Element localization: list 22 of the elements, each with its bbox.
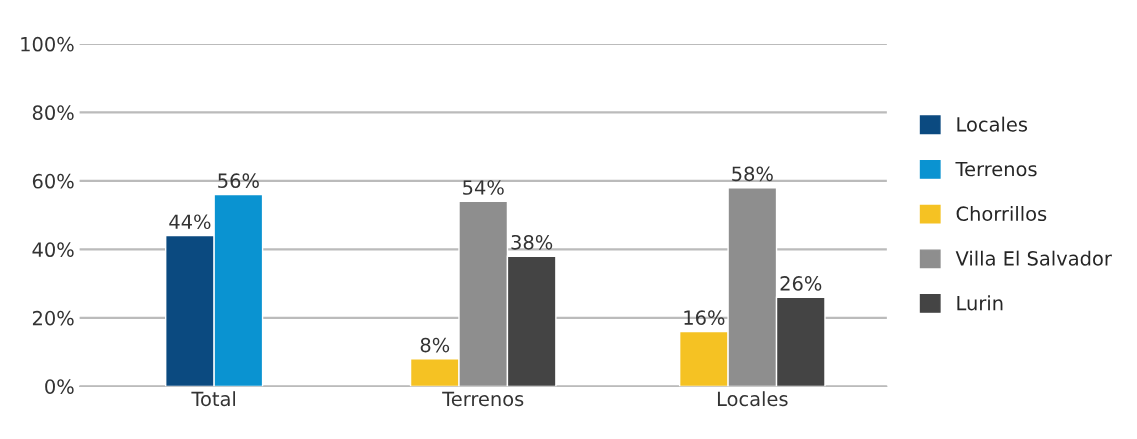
legend-label: Villa El Salvador [955, 250, 1112, 266]
x-tick-label: Terrenos [442, 391, 524, 407]
legend-label: Terrenos [955, 161, 1037, 177]
data-label: 44% [169, 214, 211, 230]
y-tick-label: 60% [32, 173, 74, 189]
legend-label: Lurin [957, 295, 1003, 311]
legend-label: Locales [957, 116, 1028, 132]
y-tick-label: 100% [21, 36, 74, 52]
y-tick-label: 0% [45, 379, 74, 394]
data-label: 16% [684, 310, 725, 325]
data-label: 56% [218, 173, 259, 189]
y-tick-label: 20% [32, 310, 74, 326]
data-label: 38% [511, 234, 553, 250]
data-label: 54% [463, 180, 504, 195]
data-label: 58% [732, 166, 773, 182]
x-tick-label: Locales [717, 391, 788, 407]
data-label: 8% [420, 337, 450, 353]
x-tick-label: Total [191, 391, 236, 407]
data-label: 26% [780, 276, 822, 291]
y-tick-label: 80% [32, 105, 74, 121]
y-tick-label: 40% [32, 242, 74, 258]
legend-label: Chorrillos [956, 205, 1047, 222]
